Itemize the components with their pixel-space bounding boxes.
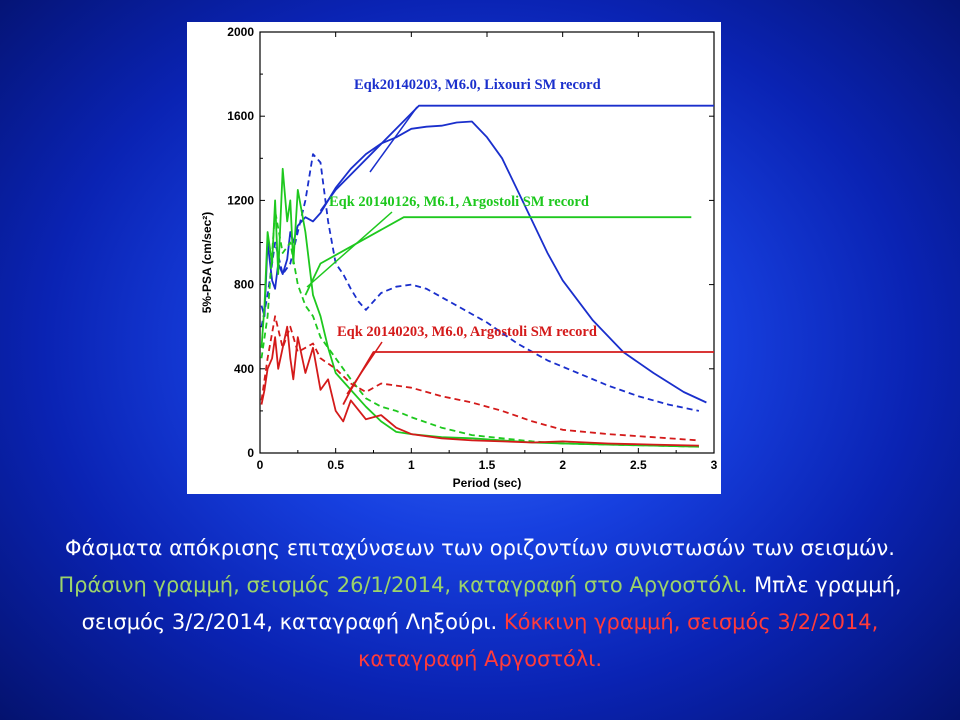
annotation-label-0: Eqk20140203, M6.0, Lixouri SM record xyxy=(354,77,601,93)
annotation-arrow-1 xyxy=(306,211,393,288)
annotation-label-1: Eqk 20140126, M6.1, Argostoli SM record xyxy=(329,194,589,210)
y-tick-label: 400 xyxy=(234,362,254,376)
chart-panel: 0 400 800 1200 1600 2000 0 0.5 1 1.5 2 2.5 3 Period (… xyxy=(187,22,721,494)
x-tick-label: 0.5 xyxy=(327,458,344,472)
series-line-1 xyxy=(260,153,700,412)
y-tick-label: 2000 xyxy=(227,25,254,39)
annotation-arrow-0 xyxy=(369,106,418,173)
series-line-0 xyxy=(260,120,707,404)
x-tick-label: 2.5 xyxy=(630,458,647,472)
response-spectra-chart: 0 400 800 1200 1600 2000 0 0.5 1 1.5 2 2.5 3 Period (… xyxy=(200,25,718,490)
x-tick-label: 0 xyxy=(257,458,264,472)
y-tick-label: 1600 xyxy=(227,109,254,123)
caption-green-line: Πράσινη γραμμή, σεισμός 26/1/2014, καταγ… xyxy=(58,573,748,597)
annotation-label-2: Eqk 20140203, M6.0, Argostoli SM record xyxy=(337,324,597,340)
caption-red-line: Κόκκινη γραμμή, σεισμός 3/2/2014, καταγρ… xyxy=(357,610,879,671)
x-axis-title: Period (sec) xyxy=(453,476,522,490)
y-tick-label: 800 xyxy=(234,278,254,292)
caption-intro: Φάσματα απόκρισης επιταχύνσεων των οριζο… xyxy=(65,536,895,560)
y-tick-label: 1200 xyxy=(227,193,254,207)
series-line-8 xyxy=(342,351,714,406)
series-line-6 xyxy=(260,325,699,447)
slide-caption: Φάσματα απόκρισης επιταχύνσεων των οριζο… xyxy=(20,530,940,678)
x-tick-label: 1 xyxy=(408,458,415,472)
annotation-arrow-2 xyxy=(346,341,383,395)
y-tick-label: 0 xyxy=(247,446,254,460)
plot-frame xyxy=(259,31,715,454)
series-line-5 xyxy=(304,216,692,296)
caption-blue-line: Μπλε γραμμή, σεισμός 3/2/2014, καταγραφή… xyxy=(81,573,902,634)
x-tick-label: 3 xyxy=(711,458,718,472)
x-tick-label: 1.5 xyxy=(479,458,496,472)
x-tick-label: 2 xyxy=(559,458,566,472)
series-line-2 xyxy=(319,104,714,212)
y-axis-title: 5%-PSA (cm/sec²) xyxy=(200,212,214,314)
series-line-7 xyxy=(260,315,699,442)
